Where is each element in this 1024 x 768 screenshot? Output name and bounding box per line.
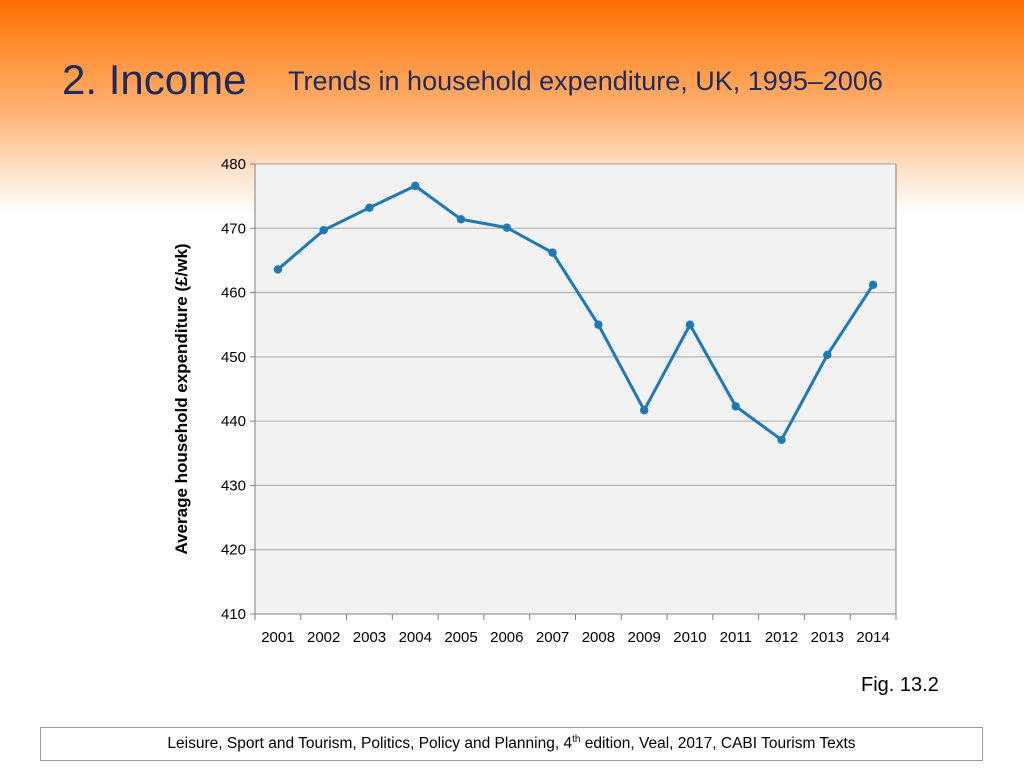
x-tick-label-2013: 2013 xyxy=(811,629,844,646)
data-point-2014 xyxy=(868,280,878,290)
citation-text: Leisure, Sport and Tourism, Politics, Po… xyxy=(167,733,856,752)
x-tick-label-2008: 2008 xyxy=(582,629,615,646)
x-tick-label-2010: 2010 xyxy=(673,629,706,646)
x-tick-label-2006: 2006 xyxy=(490,629,523,646)
x-tick-label-2009: 2009 xyxy=(627,629,660,646)
axes xyxy=(254,164,897,620)
x-tick-label-2001: 2001 xyxy=(261,629,294,646)
chart-title: Trends in household expenditure, UK, 199… xyxy=(288,66,883,96)
data-point-2008 xyxy=(594,320,603,329)
data-point-2013 xyxy=(823,350,832,360)
data-point-2012 xyxy=(777,435,786,444)
y-tick-label: 480 xyxy=(221,156,246,173)
citation-superscript: th xyxy=(572,733,581,745)
y-tick-label: 430 xyxy=(221,477,246,494)
data-point-2011 xyxy=(731,402,740,411)
x-tick-label-2004: 2004 xyxy=(399,629,432,646)
x-tick-label-2012: 2012 xyxy=(765,629,798,646)
plot-area xyxy=(255,164,896,614)
x-tick-label-2014: 2014 xyxy=(856,629,889,646)
y-tick-labels: 410 420 430 440 450 460 470 480 xyxy=(221,156,246,623)
series-line-0 xyxy=(276,184,875,442)
figure-label: Fig. 13.2 xyxy=(861,674,939,696)
data-point-2010 xyxy=(685,320,695,329)
x-tick-label-2005: 2005 xyxy=(444,629,477,646)
y-tick-label: 460 xyxy=(221,285,246,302)
data-point-2006 xyxy=(502,223,512,232)
y-tick-label: 410 xyxy=(221,606,246,623)
data-point-2004 xyxy=(411,181,420,191)
y-axis-label: Average household expenditure (£/wk) xyxy=(172,243,191,554)
x-tick-labels: 2001 2002 2003 2004 2005 2006 2007 2008 2009 2010… xyxy=(261,629,890,646)
x-tick-label-2003: 2003 xyxy=(353,629,386,646)
y-tick-label: 470 xyxy=(221,220,246,237)
data-point-2001 xyxy=(273,265,283,274)
y-tick-label: 440 xyxy=(221,413,246,430)
data-point-2007 xyxy=(548,248,557,257)
data-point-2005 xyxy=(456,215,466,224)
slide-heading: 2. Income xyxy=(62,56,247,103)
y-tick-label: 420 xyxy=(221,542,246,559)
y-tick-label: 450 xyxy=(221,349,246,366)
data-point-2002 xyxy=(319,226,328,235)
citation-footer: Leisure, Sport and Tourism, Politics, Po… xyxy=(40,727,983,761)
series-layer xyxy=(273,181,878,444)
data-point-2009 xyxy=(639,406,649,415)
data-point-2003 xyxy=(365,203,374,212)
x-tick-label-2007: 2007 xyxy=(536,629,569,646)
x-tick-label-2002: 2002 xyxy=(307,629,340,646)
x-tick-label-2011: 2011 xyxy=(720,629,752,646)
